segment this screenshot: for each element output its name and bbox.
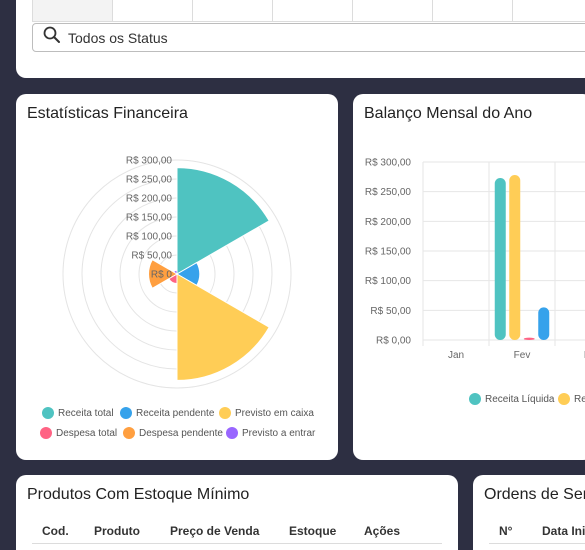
- bar-re-fev[interactable]: [509, 175, 521, 340]
- financial-stats-title: Estatísticas Financeira: [27, 105, 188, 122]
- polar-segment-receita-total[interactable]: [176, 167, 270, 275]
- bar-series-2-fev[interactable]: [523, 337, 535, 340]
- y-tick-label: R$ 300,00: [365, 158, 412, 169]
- polar-tick-label: R$ 150,00: [126, 213, 173, 224]
- column-header-preco[interactable]: Preço de Venda: [170, 524, 260, 538]
- legend-label: Receita total: [58, 407, 114, 419]
- legend-label: Previsto em caixa: [235, 407, 314, 419]
- search-icon: [43, 26, 61, 49]
- bar-series-3-fev[interactable]: [538, 307, 550, 340]
- legend-label: Receita pendente: [136, 407, 215, 419]
- polar-grid-ring: [62, 159, 292, 389]
- table-cell: [432, 0, 512, 21]
- column-header-produto[interactable]: Produto: [94, 524, 140, 538]
- legend-label: Previsto a entrar: [242, 427, 316, 439]
- column-header-data-inicio[interactable]: Data Inic: [542, 524, 585, 538]
- legend-label: Receita Líquida: [485, 393, 555, 405]
- column-header-estoque[interactable]: Estoque: [289, 524, 337, 538]
- polar-tick-label: R$ 200,00: [126, 194, 173, 205]
- min-stock-products-title: Produtos Com Estoque Mínimo: [27, 486, 250, 503]
- x-tick-label: M: [584, 350, 585, 361]
- polar-tick-label: R$ 300,00: [126, 156, 173, 167]
- y-tick-label: R$ 50,00: [370, 306, 411, 317]
- y-tick-label: R$ 250,00: [365, 187, 412, 198]
- polar-tick-label: R$ 0: [151, 270, 173, 281]
- table-cell: [512, 0, 585, 21]
- legend-label: Despesa total: [56, 427, 118, 439]
- status-filter-value: Todos os Status: [68, 29, 168, 46]
- polar-tick-label: R$ 50,00: [131, 251, 172, 262]
- y-tick-label: R$ 0,00: [376, 336, 411, 347]
- monthly-balance-bar-chart: R$ 0,00 R$ 50,00 R$ 100,00 R$ 150,00 R$ 200,…: [365, 158, 585, 361]
- legend-item[interactable]: Despesa total: [40, 427, 117, 439]
- table-cell: [272, 0, 352, 21]
- column-header-acoes: Ações: [364, 524, 401, 538]
- y-tick-label: R$ 150,00: [365, 247, 412, 258]
- service-orders-card: Ordens de Ser N° Data Inic: [473, 475, 585, 550]
- financial-legend: Receita total Receita pendente Previsto …: [16, 94, 338, 460]
- legend-item[interactable]: Previsto a entrar: [226, 427, 315, 439]
- table-cell: [112, 0, 192, 21]
- financial-stats-card: Estatísticas Financeira R$ 0 R$ 50,00 R$ 1…: [16, 94, 338, 460]
- y-tick-label: R$ 200,00: [365, 217, 412, 228]
- bar-receita-líquida-fev[interactable]: [494, 178, 506, 340]
- status-filter-select[interactable]: Todos os Status: [32, 23, 585, 52]
- service-orders-title: Ordens de Ser: [484, 486, 585, 503]
- table-cell: [192, 0, 272, 21]
- table-cell: [352, 0, 432, 21]
- column-header-numero[interactable]: N°: [499, 524, 513, 538]
- table-divider: [489, 543, 585, 544]
- y-tick-label: R$ 100,00: [365, 276, 412, 287]
- legend-item[interactable]: Receita Líquida: [469, 393, 555, 405]
- table-divider: [32, 543, 442, 544]
- legend-item[interactable]: Receita total: [42, 407, 114, 419]
- column-header-cod[interactable]: Cod.: [42, 524, 69, 538]
- financial-polar-chart: R$ 0 R$ 50,00 R$ 100,00 R$ 150,00 R$ 200,00 R…: [62, 156, 292, 389]
- legend-item[interactable]: Despesa pendente: [123, 427, 223, 439]
- polar-segment-previsto-em-caixa[interactable]: [176, 273, 270, 381]
- x-tick-label: Jan: [448, 350, 464, 361]
- legend-label: Despesa pendente: [139, 427, 223, 439]
- legend-label: Re: [574, 393, 585, 405]
- polar-segment-previsto-a-entrar[interactable]: [173, 269, 178, 275]
- legend-item[interactable]: Receita pendente: [120, 407, 214, 419]
- table-header-row: [32, 0, 585, 22]
- min-stock-products-card: Produtos Com Estoque Mínimo Cod. Produto…: [16, 475, 458, 550]
- balance-legend: Receita Líquida Re: [353, 94, 585, 460]
- monthly-balance-title: Balanço Mensal do Ano: [364, 105, 533, 122]
- x-tick-label: Fev: [514, 350, 531, 361]
- polar-tick-label: R$ 250,00: [126, 175, 173, 186]
- filter-card: Todos os Status: [16, 0, 585, 78]
- legend-item[interactable]: Previsto em caixa: [219, 407, 314, 419]
- polar-tick-label: R$ 100,00: [126, 232, 173, 243]
- monthly-balance-card: Balanço Mensal do Ano R$ 0,00 R$ 50,00 R$ …: [353, 94, 585, 460]
- polar-segment-despesa-pendente[interactable]: [148, 259, 179, 289]
- table-cell: [32, 0, 112, 21]
- legend-item[interactable]: Re: [558, 393, 585, 405]
